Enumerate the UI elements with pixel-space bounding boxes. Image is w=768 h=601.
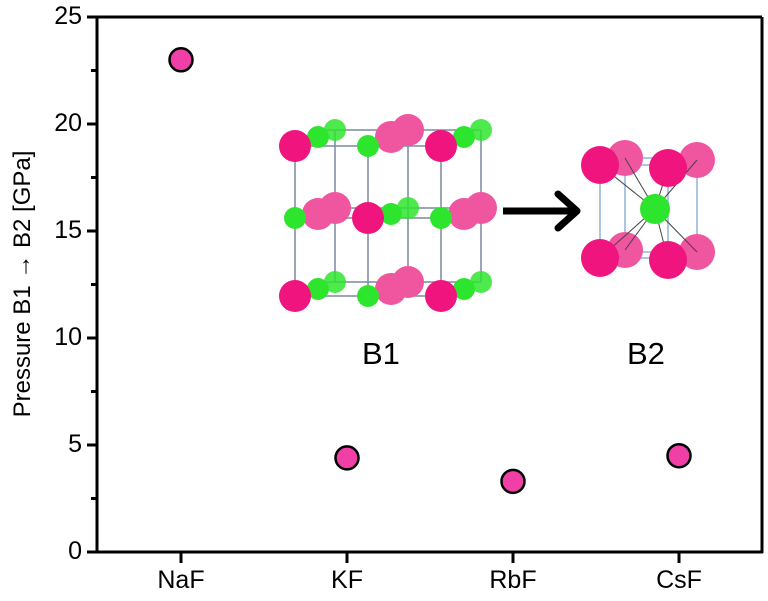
b1-structure-inset bbox=[279, 114, 497, 312]
x-tick-label: CsF bbox=[656, 566, 702, 594]
x-tick-label: NaF bbox=[157, 566, 205, 594]
data-point-naf bbox=[168, 47, 194, 73]
x-tick-label: KF bbox=[331, 566, 363, 594]
y-tick-label: 20 bbox=[54, 109, 82, 137]
x-tick-label: RbF bbox=[489, 566, 537, 594]
b1-label: B1 bbox=[362, 336, 400, 371]
b2-structure-inset bbox=[581, 140, 715, 279]
y-axis-ticks bbox=[87, 15, 97, 554]
y-tick-label: 25 bbox=[54, 2, 82, 30]
y-tick-label: 5 bbox=[68, 430, 82, 458]
data-point-rbf bbox=[500, 468, 526, 495]
b2-label: B2 bbox=[627, 336, 665, 371]
data-points bbox=[168, 47, 692, 495]
y-tick-label: 10 bbox=[54, 323, 82, 351]
y-tick-label: 15 bbox=[54, 216, 82, 244]
y-axis-label: Pressure B1 → B2 [GPa] bbox=[9, 150, 36, 418]
y-tick-label: 0 bbox=[68, 537, 82, 565]
x-axis-ticks bbox=[179, 552, 681, 563]
plot-frame bbox=[95, 15, 764, 554]
transition-arrow-icon bbox=[503, 190, 581, 232]
data-point-csf bbox=[666, 442, 692, 469]
data-point-kf bbox=[334, 445, 360, 471]
